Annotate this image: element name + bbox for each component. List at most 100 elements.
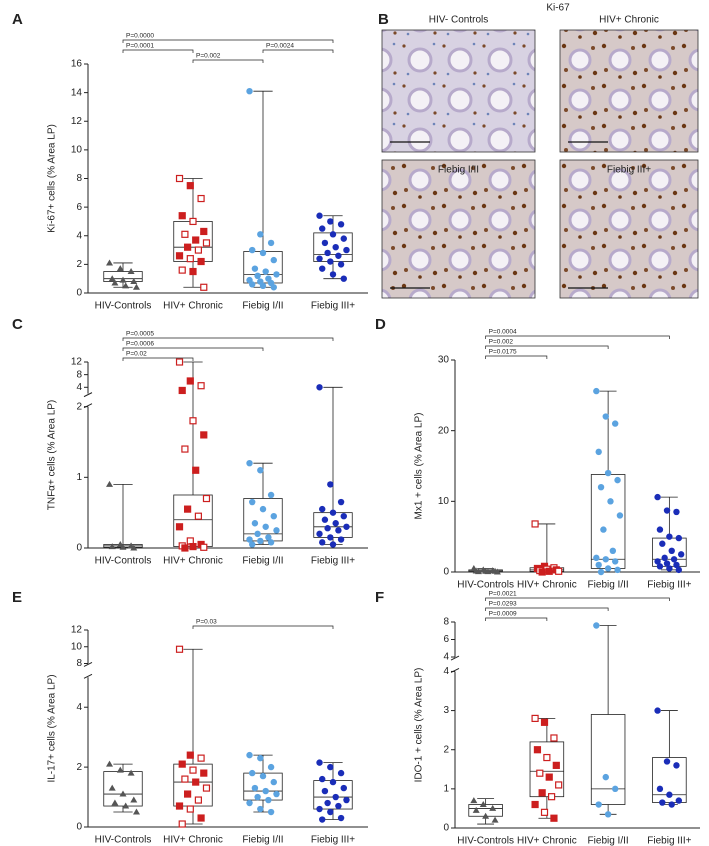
image-caption: HIV+ Chronic (599, 15, 659, 26)
data-point (335, 802, 342, 810)
data-point (593, 387, 600, 395)
data-point (319, 539, 326, 546)
x-tick-label: Fiebig III+ (647, 836, 691, 846)
data-point (327, 258, 334, 265)
data-point (186, 751, 194, 759)
data-point (119, 276, 127, 283)
x-tick-label: HIV+ Chronic (517, 580, 577, 591)
data-point (340, 235, 347, 242)
y-tick-label: 2 (76, 259, 82, 270)
data-point (192, 236, 200, 244)
data-point (254, 793, 261, 801)
y-tick-label: 3 (443, 705, 449, 716)
data-point (547, 793, 556, 801)
data-point (337, 536, 345, 543)
data-point (249, 246, 256, 254)
p-value: P=0.002 (489, 339, 514, 346)
data-point (249, 541, 256, 548)
x-tick-label: HIV+ Chronic (517, 836, 577, 846)
data-point (181, 445, 189, 453)
data-point (329, 541, 337, 548)
data-point (259, 772, 267, 780)
data-point (337, 769, 345, 777)
data-point (184, 790, 192, 798)
data-point (543, 753, 551, 762)
data-point (663, 758, 671, 765)
data-point (675, 534, 683, 542)
data-point (319, 505, 326, 513)
data-point (316, 530, 323, 538)
y-tick-label: 2 (443, 744, 449, 755)
data-point (343, 246, 350, 254)
data-point (611, 558, 619, 565)
data-point (604, 565, 612, 572)
data-point (475, 568, 483, 575)
y-tick-label: 8 (76, 173, 82, 184)
data-point (545, 567, 553, 575)
data-point (597, 568, 605, 576)
data-point (127, 268, 135, 275)
x-tick-label: Fiebig I/II (242, 301, 283, 312)
data-point (197, 754, 205, 762)
data-point (200, 543, 208, 551)
data-point (555, 781, 563, 789)
p-value: P=0.02 (126, 351, 147, 358)
data-point (257, 231, 264, 238)
data-point (270, 284, 277, 291)
p-value: P=0.0175 (489, 349, 517, 356)
panel-label: C (12, 316, 23, 333)
data-point (335, 252, 342, 259)
data-point (200, 769, 208, 777)
y-tick-label: 0 (443, 567, 449, 578)
y-tick-label: 2 (76, 401, 82, 412)
data-point (265, 534, 272, 541)
data-point (259, 249, 267, 257)
data-point (273, 271, 280, 278)
data-point (316, 759, 323, 766)
x-tick-label: Fiebig I/II (588, 580, 629, 591)
y-axis-label: IL-17+ cells (% Area LP) (47, 674, 58, 782)
data-point (108, 275, 116, 282)
data-point (332, 793, 339, 801)
p-value: P=0.002 (196, 53, 221, 60)
data-point (321, 787, 329, 795)
y-tick-label: 6 (443, 634, 449, 645)
y-tick-label: 4 (76, 382, 82, 393)
data-point (540, 718, 549, 726)
data-point (656, 563, 664, 570)
p-value: P=0.0024 (266, 43, 294, 50)
data-point (189, 542, 197, 551)
y-tick-label: 1 (76, 472, 82, 483)
x-tick-label: Fiebig I/II (242, 835, 283, 846)
data-point (340, 512, 347, 520)
y-tick-label: 4 (76, 230, 82, 241)
data-point (106, 259, 114, 266)
data-point (552, 761, 560, 769)
data-point (668, 801, 675, 808)
data-point (178, 820, 186, 828)
data-point (178, 760, 186, 768)
data-point (538, 568, 546, 576)
data-point (654, 493, 661, 501)
data-point (479, 801, 487, 808)
data-point (259, 282, 267, 290)
data-point (321, 516, 329, 523)
data-point (192, 778, 200, 786)
histology-image (381, 29, 536, 153)
y-axis-label: Mx1 + cells (% Area LP) (414, 413, 425, 520)
y-tick-label: 12 (71, 357, 83, 368)
data-point (335, 527, 342, 534)
significance-bracket (122, 39, 334, 43)
data-point (257, 467, 264, 474)
data-point (246, 87, 253, 95)
data-point (181, 544, 189, 552)
y-tick-label: 0 (76, 822, 82, 833)
data-point (267, 491, 275, 499)
data-point (246, 799, 253, 807)
x-tick-label: HIV+ Chronic (163, 301, 223, 312)
data-point (327, 534, 334, 541)
data-point (470, 797, 478, 804)
data-point (343, 523, 350, 530)
data-point (666, 565, 673, 572)
